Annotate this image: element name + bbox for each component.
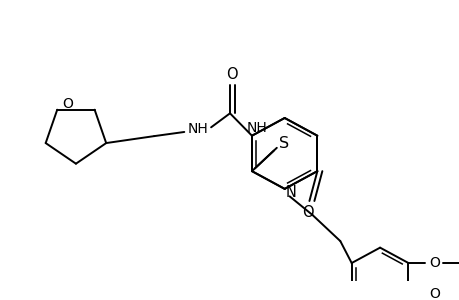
Text: N: N <box>285 185 296 200</box>
Text: O: O <box>226 67 237 82</box>
Text: NH: NH <box>187 122 208 136</box>
Text: NH: NH <box>246 121 267 135</box>
Text: O: O <box>62 97 73 111</box>
Text: O: O <box>428 287 439 300</box>
Text: O: O <box>301 205 313 220</box>
Text: S: S <box>278 136 288 151</box>
Text: O: O <box>428 256 439 270</box>
